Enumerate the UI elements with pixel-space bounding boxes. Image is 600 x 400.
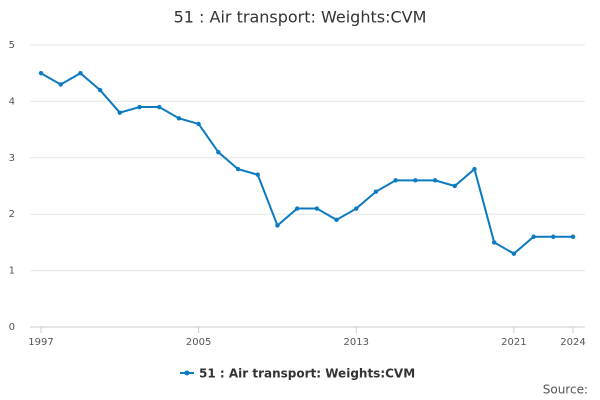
y-tick-label: 4 [9, 96, 15, 107]
point [255, 172, 260, 177]
x-tick-label: 2005 [186, 337, 211, 348]
x-tick-label: 1997 [28, 337, 53, 348]
y-tick-label: 3 [9, 153, 15, 164]
point [452, 183, 457, 189]
legend-label: 51 : Air transport: Weights:CVM [199, 367, 415, 381]
point [235, 166, 241, 172]
point [393, 178, 398, 183]
point [38, 71, 44, 76]
y-tick-label: 5 [9, 40, 15, 51]
point [97, 87, 103, 93]
x-tick-label: 2021 [501, 337, 526, 348]
y-tick-label: 2 [9, 209, 15, 220]
point [157, 104, 162, 110]
point [491, 240, 497, 245]
point [216, 149, 221, 155]
point [117, 110, 123, 115]
point [511, 251, 517, 256]
y-tick-label: 1 [9, 266, 15, 277]
x-tick-label: 2013 [344, 337, 369, 348]
chart-title: 51 : Air transport: Weights:CVM [174, 8, 427, 27]
point [58, 82, 63, 87]
point [334, 217, 339, 223]
point [137, 104, 142, 110]
point [314, 206, 320, 211]
point [196, 121, 201, 127]
point [531, 234, 536, 239]
point [570, 234, 576, 239]
point [373, 189, 379, 194]
point [78, 71, 83, 76]
x-tick-label: 2024 [560, 337, 585, 348]
source: Source: [543, 383, 588, 397]
series-line [40, 71, 573, 255]
point [275, 223, 280, 228]
point [551, 234, 556, 239]
point [472, 166, 477, 172]
legend-marker [184, 370, 190, 376]
y-tick-label: 0 [9, 322, 15, 333]
point [354, 206, 359, 211]
point [413, 178, 418, 183]
point [294, 206, 300, 211]
point [176, 116, 182, 121]
point [432, 178, 438, 183]
